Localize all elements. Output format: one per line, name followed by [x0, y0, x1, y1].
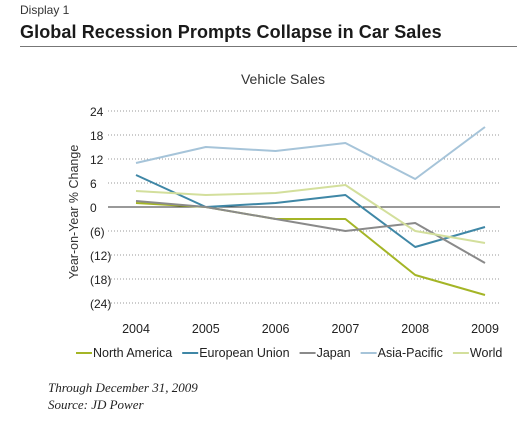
- x-tick-label: 2005: [192, 322, 220, 336]
- series-line-japan: [135, 200, 486, 264]
- footnote-date: Through December 31, 2009: [48, 380, 198, 395]
- chart-title: Vehicle Sales: [241, 71, 325, 87]
- y-axis-ticks: 24 18 12 6 0 (6) (12) (18) (24): [90, 105, 111, 311]
- y-tick-label: (6): [90, 225, 105, 239]
- y-tick-label: (12): [90, 249, 111, 263]
- series-line-european-union: [135, 174, 486, 248]
- x-tick-label: 2006: [262, 322, 290, 336]
- legend-label-world: World: [470, 346, 502, 360]
- x-tick-label: 2007: [331, 322, 359, 336]
- series-line-north-america: [135, 202, 486, 296]
- legend-label-european-union: European Union: [199, 346, 289, 360]
- x-tick-label: 2008: [401, 322, 429, 336]
- y-axis-label: Year-on-Year % Change: [67, 145, 81, 280]
- y-tick-label: 0: [90, 201, 97, 215]
- x-tick-label: 2009: [471, 322, 499, 336]
- footnote-source: Source: JD Power: [48, 397, 144, 412]
- y-tick-label: (24): [90, 297, 111, 311]
- grid: [108, 110, 500, 304]
- y-tick-label: (18): [90, 273, 111, 287]
- legend-label-asia-pacific: Asia-Pacific: [378, 346, 443, 360]
- y-tick-label: 24: [90, 105, 104, 119]
- legend-label-north-america: North America: [93, 346, 172, 360]
- legend-label-japan: Japan: [317, 346, 351, 360]
- y-tick-label: 12: [90, 153, 104, 167]
- x-tick-label: 2004: [122, 322, 150, 336]
- y-tick-label: 18: [90, 129, 104, 143]
- series-line-asia-pacific: [135, 126, 486, 180]
- series-line-world: [135, 184, 486, 244]
- page-title: Global Recession Prompts Collapse in Car…: [20, 22, 442, 42]
- title-divider: [20, 46, 517, 47]
- legend: North America European Union Japan Asia-Pac…: [76, 346, 502, 360]
- display-label: Display 1: [20, 3, 70, 17]
- series-group: [135, 126, 486, 296]
- y-tick-label: 6: [90, 177, 97, 191]
- x-axis-ticks: 2004 2005 2006 2007 2008 2009: [122, 322, 499, 336]
